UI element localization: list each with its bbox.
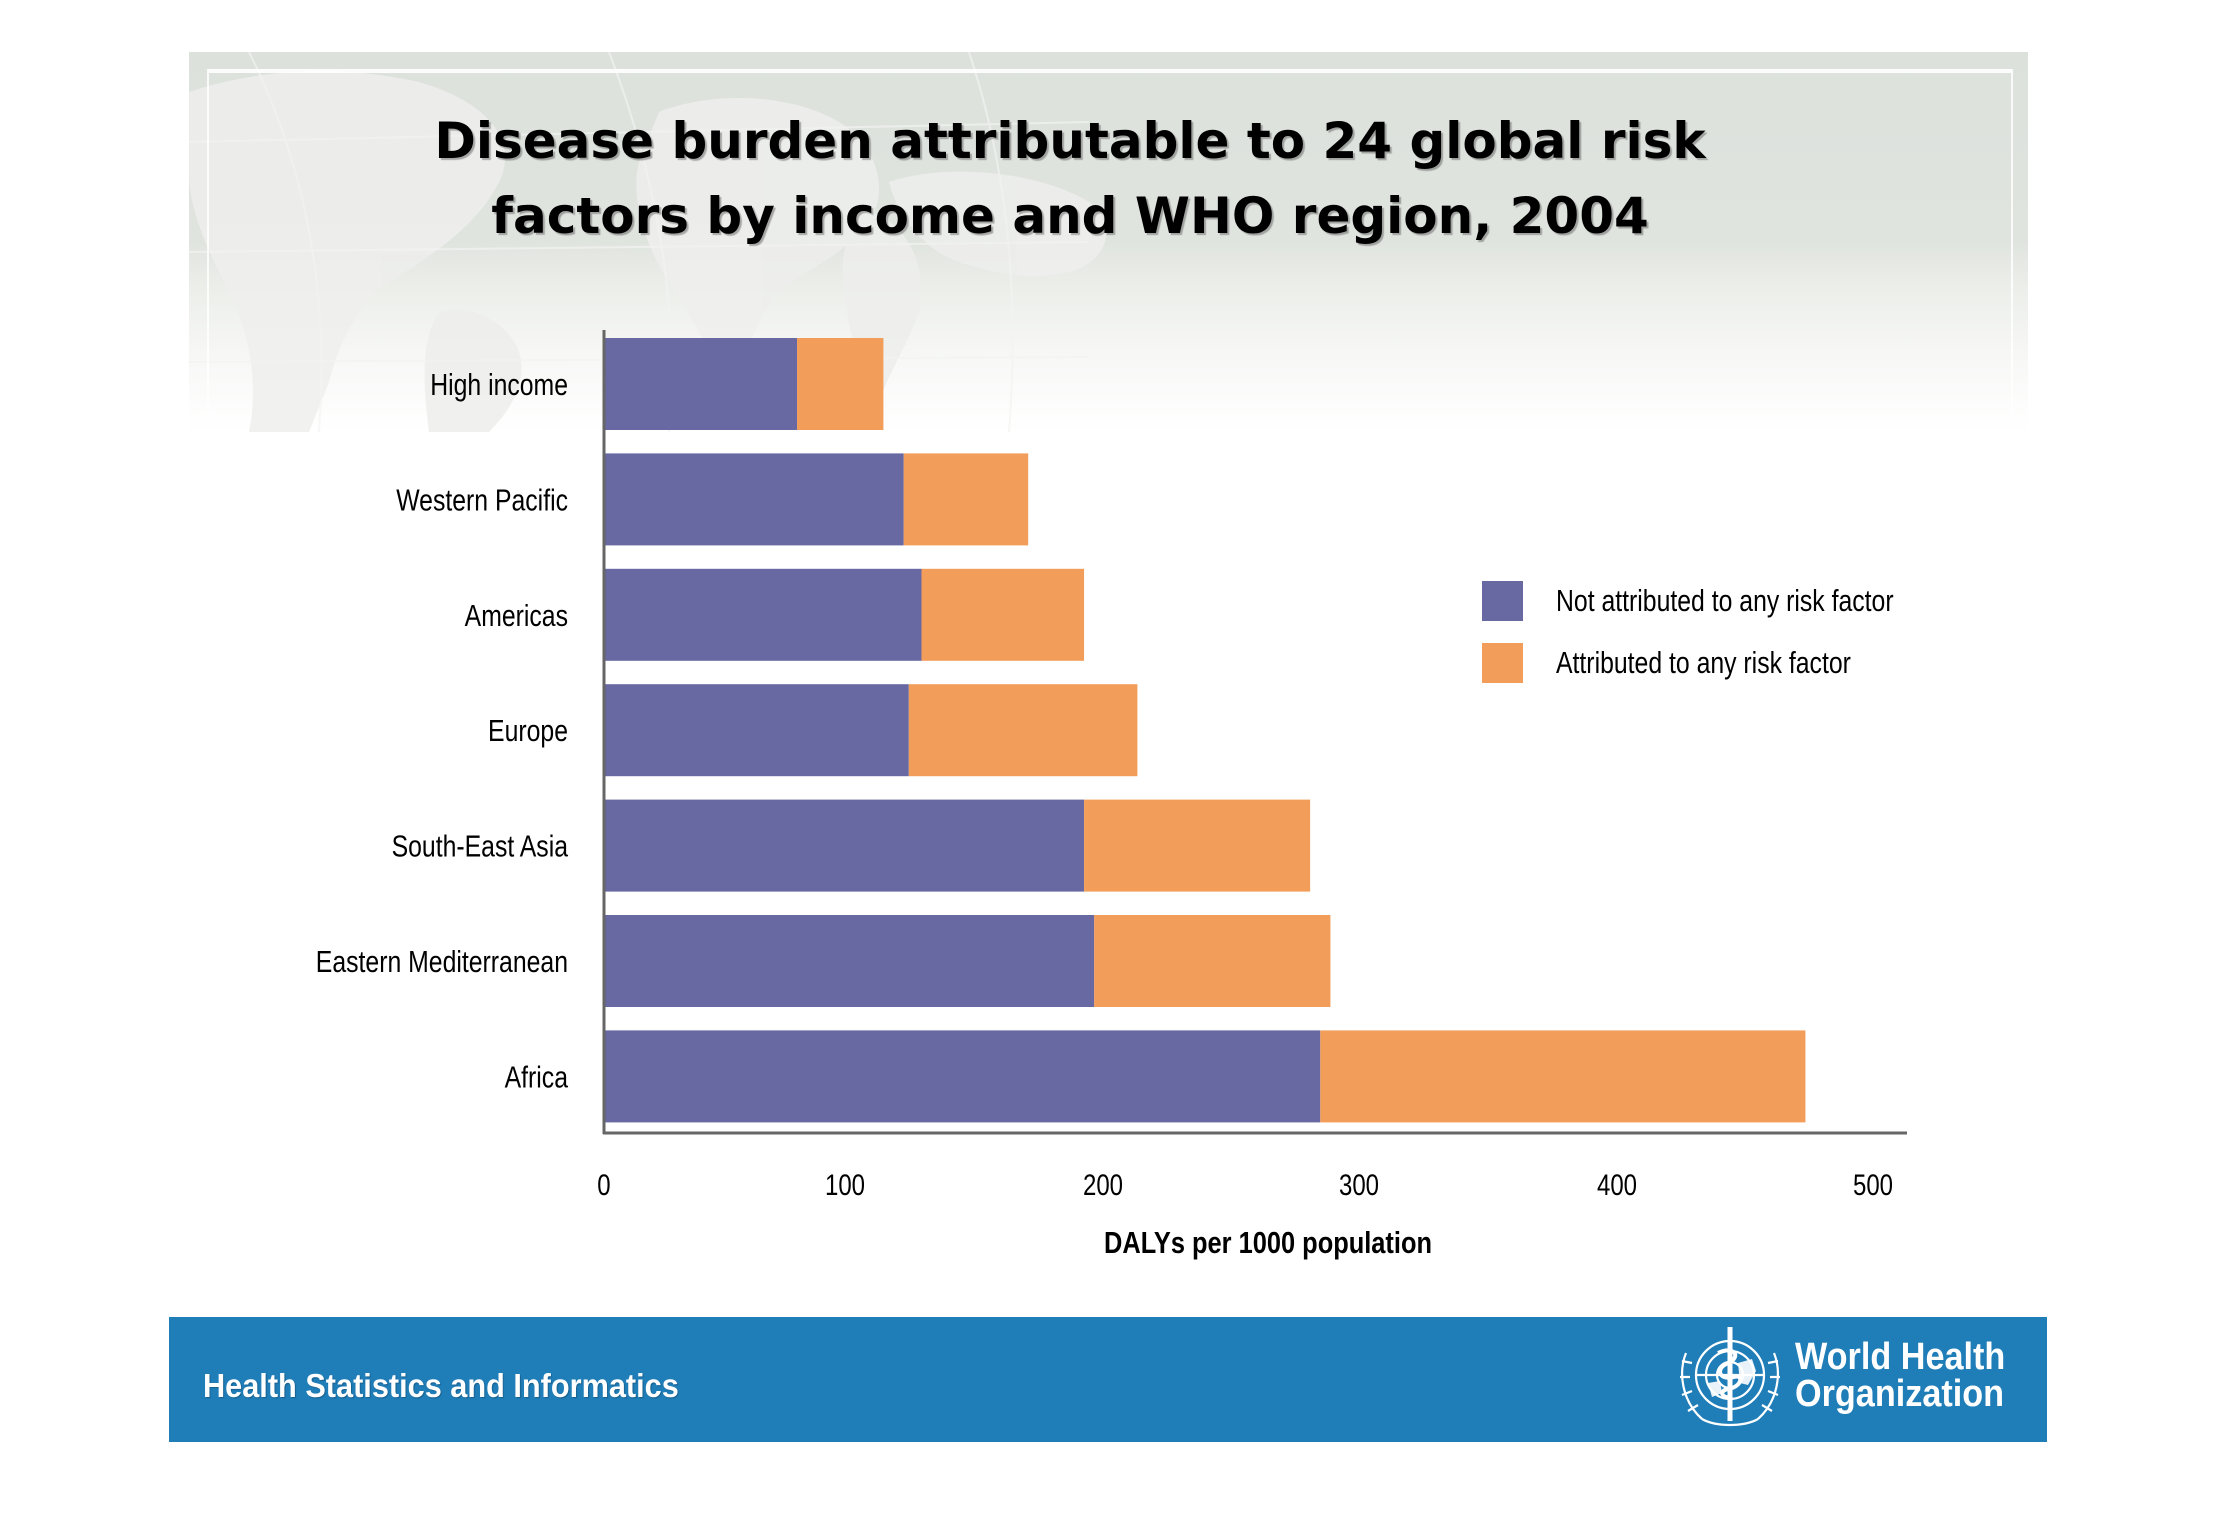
category-label: High income: [430, 367, 568, 401]
bar-attributed-americas: [921, 568, 1085, 661]
x-tick-label: 0: [597, 1167, 610, 1201]
bar-not-attributed-western-pacific: [604, 453, 904, 546]
chart-title-line-1: Disease burden attributable to 24 global…: [434, 112, 1706, 170]
who-logo-text: World Health Organization: [1795, 1336, 2006, 1415]
x-tick-labels: 0 100 200 300 400 500: [597, 1167, 1893, 1201]
category-label: South-East Asia: [392, 829, 569, 863]
footer-title: Health Statistics and Informatics: [203, 1367, 679, 1404]
x-axis-title: DALYs per 1000 population: [1104, 1226, 1432, 1261]
category-label: Europe: [488, 714, 568, 748]
bar-not-attributed-africa: [604, 1030, 1321, 1123]
legend: Not attributed to any risk factor Attribu…: [1482, 581, 1894, 683]
who-logo-line-2: Organization: [1795, 1373, 2005, 1415]
x-tick-label: 100: [825, 1167, 865, 1201]
bar-not-attributed-high-income: [604, 338, 798, 430]
category-label: Eastern Mediterranean: [316, 944, 568, 978]
category-label: Africa: [505, 1060, 569, 1094]
bar-not-attributed-south-east-asia: [604, 799, 1085, 892]
legend-label: Not attributed to any risk factor: [1556, 583, 1894, 617]
x-tick-label: 300: [1339, 1167, 1379, 1201]
bar-attributed-europe: [908, 684, 1138, 777]
category-label: Western Pacific: [396, 483, 568, 517]
decorative-frame: [207, 69, 2013, 569]
x-tick-label: 500: [1853, 1167, 1893, 1201]
legend-label: Attributed to any risk factor: [1556, 645, 1851, 679]
legend-swatch-not-attributed: [1482, 581, 1523, 621]
x-tick-label: 400: [1597, 1167, 1637, 1201]
chart-title-line-2: factors by income and WHO region, 2004: [491, 187, 1649, 245]
bar-not-attributed-eastern-mediterranean: [604, 915, 1095, 1007]
who-logo-line-1: World Health: [1795, 1336, 2006, 1378]
bar-attributed-eastern-mediterranean: [1094, 915, 1331, 1007]
stacked-bar-chart: High income Western Pacific Americas Europe…: [316, 330, 1907, 1261]
footer-bar: Health Statistics and Informatics World …: [169, 1317, 2047, 1442]
bar-attributed-high-income: [797, 338, 884, 430]
category-label: Americas: [465, 598, 568, 632]
bar-attributed-western-pacific: [903, 453, 1029, 546]
bar-not-attributed-europe: [604, 684, 909, 777]
who-emblem-icon: [1680, 1327, 1780, 1427]
title-background-panel: [189, 52, 2028, 432]
bar-attributed-south-east-asia: [1084, 799, 1311, 892]
legend-swatch-attributed: [1482, 643, 1523, 683]
chart-title: Disease burden attributable to 24 global…: [270, 104, 1870, 254]
bars-group: [604, 338, 1806, 1123]
bar-not-attributed-americas: [604, 568, 922, 661]
category-labels: High income Western Pacific Americas Europe…: [316, 367, 569, 1094]
x-tick-label: 200: [1083, 1167, 1123, 1201]
bar-attributed-africa: [1320, 1030, 1806, 1123]
